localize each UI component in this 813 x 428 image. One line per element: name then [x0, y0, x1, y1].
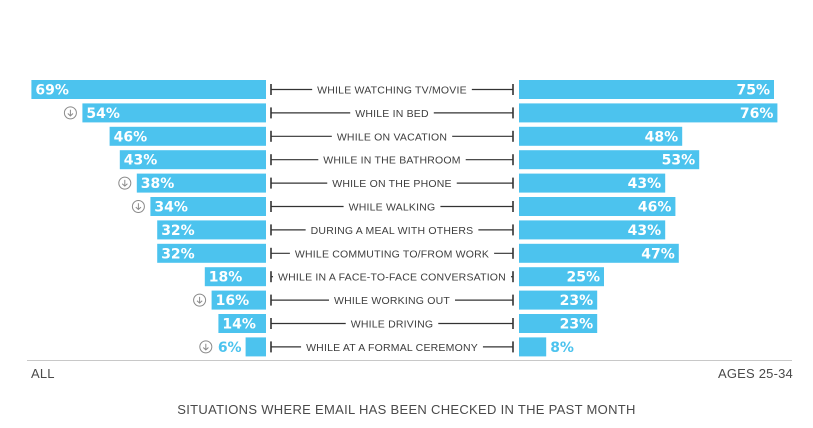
category-label: DURING A MEAL WITH OTHERS — [311, 225, 474, 237]
category-label: WHILE IN A FACE-TO-FACE CONVERSATION — [278, 272, 506, 284]
value-label-left: 69% — [35, 83, 69, 99]
value-label-left: 46% — [114, 129, 148, 145]
value-label-right: 25% — [566, 270, 600, 286]
bar-left — [31, 80, 267, 99]
value-label-left: 34% — [154, 200, 188, 216]
bar-right — [519, 197, 676, 216]
right-series-label: AGES 25-34 — [718, 366, 793, 381]
bar-left — [150, 197, 266, 216]
bar-left — [136, 173, 266, 193]
category-label: WHILE WATCHING TV/MOVIE — [317, 85, 467, 97]
value-label-left: 18% — [209, 270, 243, 286]
bar-right — [519, 314, 598, 333]
down-arrow-circle-icon — [199, 340, 213, 354]
value-label-right: 23% — [560, 293, 594, 309]
value-label-left: 32% — [161, 246, 195, 262]
bar-right — [519, 220, 666, 240]
value-label-right: 8% — [550, 340, 574, 356]
value-label-right: 43% — [628, 176, 662, 192]
down-arrow-circle-icon — [193, 293, 207, 307]
down-arrow-circle-icon — [118, 176, 132, 190]
value-label-left: 38% — [141, 176, 175, 192]
value-label-right: 46% — [638, 200, 672, 216]
value-label-right: 23% — [560, 317, 594, 333]
value-label-left: 43% — [124, 153, 158, 169]
bar-right — [519, 290, 598, 310]
bar-right — [519, 337, 547, 357]
category-label: WHILE ON VACATION — [337, 131, 447, 143]
bar-left — [157, 243, 266, 263]
value-label-left: 14% — [222, 317, 256, 333]
bar-left — [109, 126, 266, 146]
left-series-label: ALL — [31, 366, 55, 381]
bar-right — [519, 173, 666, 193]
category-label: WHILE IN THE BATHROOM — [323, 155, 460, 167]
bar-right — [519, 267, 604, 287]
bar-right — [519, 126, 683, 146]
category-label: WHILE WALKING — [349, 202, 436, 214]
category-label: WHILE COMMUTING TO/FROM WORK — [295, 248, 489, 260]
category-label: WHILE WORKING OUT — [334, 295, 450, 307]
value-label-left: 6% — [218, 340, 242, 356]
value-label-right: 76% — [740, 106, 774, 122]
value-label-right: 47% — [641, 246, 675, 262]
value-label-left: 32% — [161, 223, 195, 239]
category-label: WHILE DRIVING — [351, 319, 434, 331]
value-label-right: 48% — [645, 129, 679, 145]
bar-left — [204, 267, 266, 287]
down-arrow-circle-icon — [63, 106, 77, 120]
value-label-right: 43% — [628, 223, 662, 239]
value-label-left: 54% — [86, 106, 120, 122]
bar-right — [519, 103, 778, 123]
category-label: WHILE ON THE PHONE — [332, 178, 452, 190]
value-label-right: 75% — [736, 83, 770, 99]
category-label: WHILE IN BED — [355, 108, 429, 120]
chart-title: SITUATIONS WHERE EMAIL HAS BEEN CHECKED … — [177, 402, 636, 417]
bar-left — [82, 103, 267, 123]
bar-left — [157, 220, 266, 240]
value-label-left: 16% — [216, 293, 250, 309]
category-label: WHILE AT A FORMAL CEREMONY — [306, 342, 478, 354]
bar-left — [218, 314, 266, 333]
bar-left — [211, 290, 266, 310]
value-label-right: 53% — [662, 153, 696, 169]
bar-right — [519, 80, 774, 99]
bar-left — [119, 150, 266, 170]
bar-right — [519, 243, 679, 263]
bar-right — [519, 150, 700, 170]
bar-left — [245, 337, 266, 357]
down-arrow-circle-icon — [131, 200, 145, 213]
